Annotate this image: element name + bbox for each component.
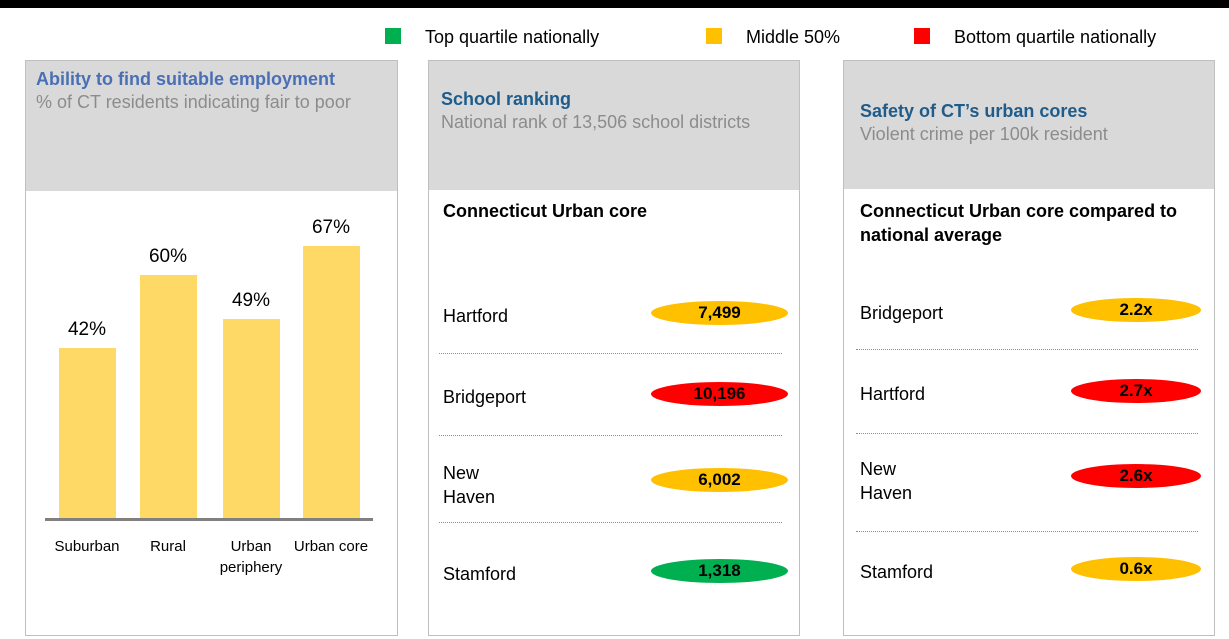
row-name: Bridgeport: [443, 387, 527, 407]
bar: [223, 319, 280, 519]
row-name: New Haven: [443, 463, 496, 507]
legend-swatch: [914, 28, 930, 44]
row-separator: [439, 435, 782, 436]
rank-badge: 7,499: [651, 301, 788, 325]
table-header: Connecticut Urban core: [443, 201, 648, 221]
row-separator: [856, 433, 1198, 434]
row-name: Bridgeport: [860, 303, 944, 323]
school-panel: School ranking National rank of 13,506 s…: [428, 60, 800, 636]
rank-badge: 0.6x: [1071, 557, 1201, 581]
row-separator: [856, 349, 1198, 350]
panel-subtitle: National rank of 13,506 school districts: [441, 112, 751, 132]
bar: [140, 274, 197, 519]
rank-badge: 6,002: [651, 468, 788, 492]
rank-badge: 2.6x: [1071, 464, 1201, 488]
x-tick-label: Urban periphery: [219, 538, 283, 576]
table-header: Connecticut Urban core compared to natio…: [860, 201, 1178, 245]
row-name: New Haven: [860, 459, 913, 503]
row-separator: [439, 353, 782, 354]
legend-swatch: [385, 28, 401, 44]
legend-label: Bottom quartile nationally: [954, 27, 1157, 47]
rank-badge: 2.2x: [1071, 298, 1201, 322]
value-label: 49%: [231, 290, 271, 312]
bar: [59, 347, 116, 519]
legend-label: Top quartile nationally: [425, 27, 600, 47]
panel-title: School ranking: [441, 89, 572, 109]
value-label: 67%: [311, 216, 351, 238]
bar-chart: 42% Suburban 60% Rural 49% Urban periphery 67%…: [26, 61, 397, 635]
rank-badge: 2.7x: [1071, 379, 1201, 403]
safety-panel: Safety of CT’s urban cores Violent crime…: [843, 60, 1215, 636]
rank-badge: 10,196: [651, 382, 788, 406]
panel-subtitle: % of CT residents indicating fair to poo…: [36, 92, 351, 112]
legend-swatch: [706, 28, 722, 44]
x-tick-label: Rural: [150, 538, 186, 555]
row-name: Hartford: [443, 306, 509, 326]
value-label: 42%: [67, 318, 107, 340]
panel-subtitle: Violent crime per 100k resident: [860, 124, 1108, 144]
row-name: Stamford: [860, 562, 934, 582]
employment-panel: Ability to find suitable employment % of…: [25, 60, 398, 636]
row-name: Hartford: [860, 384, 926, 404]
top-rule: [0, 0, 1229, 8]
legend-label: Middle 50%: [746, 27, 841, 47]
row-name: Stamford: [443, 564, 517, 584]
row-separator: [856, 531, 1198, 532]
row-separator: [439, 522, 782, 523]
x-tick-label: Urban core: [293, 538, 369, 555]
panel-title: Safety of CT’s urban cores: [860, 101, 1088, 121]
rank-badge: 1,318: [651, 559, 788, 583]
x-tick-label: Suburban: [54, 538, 120, 555]
bar: [303, 245, 360, 519]
baseline: [45, 518, 373, 521]
panel-title: Ability to find suitable employment: [36, 69, 336, 89]
value-label: 60%: [148, 245, 188, 267]
